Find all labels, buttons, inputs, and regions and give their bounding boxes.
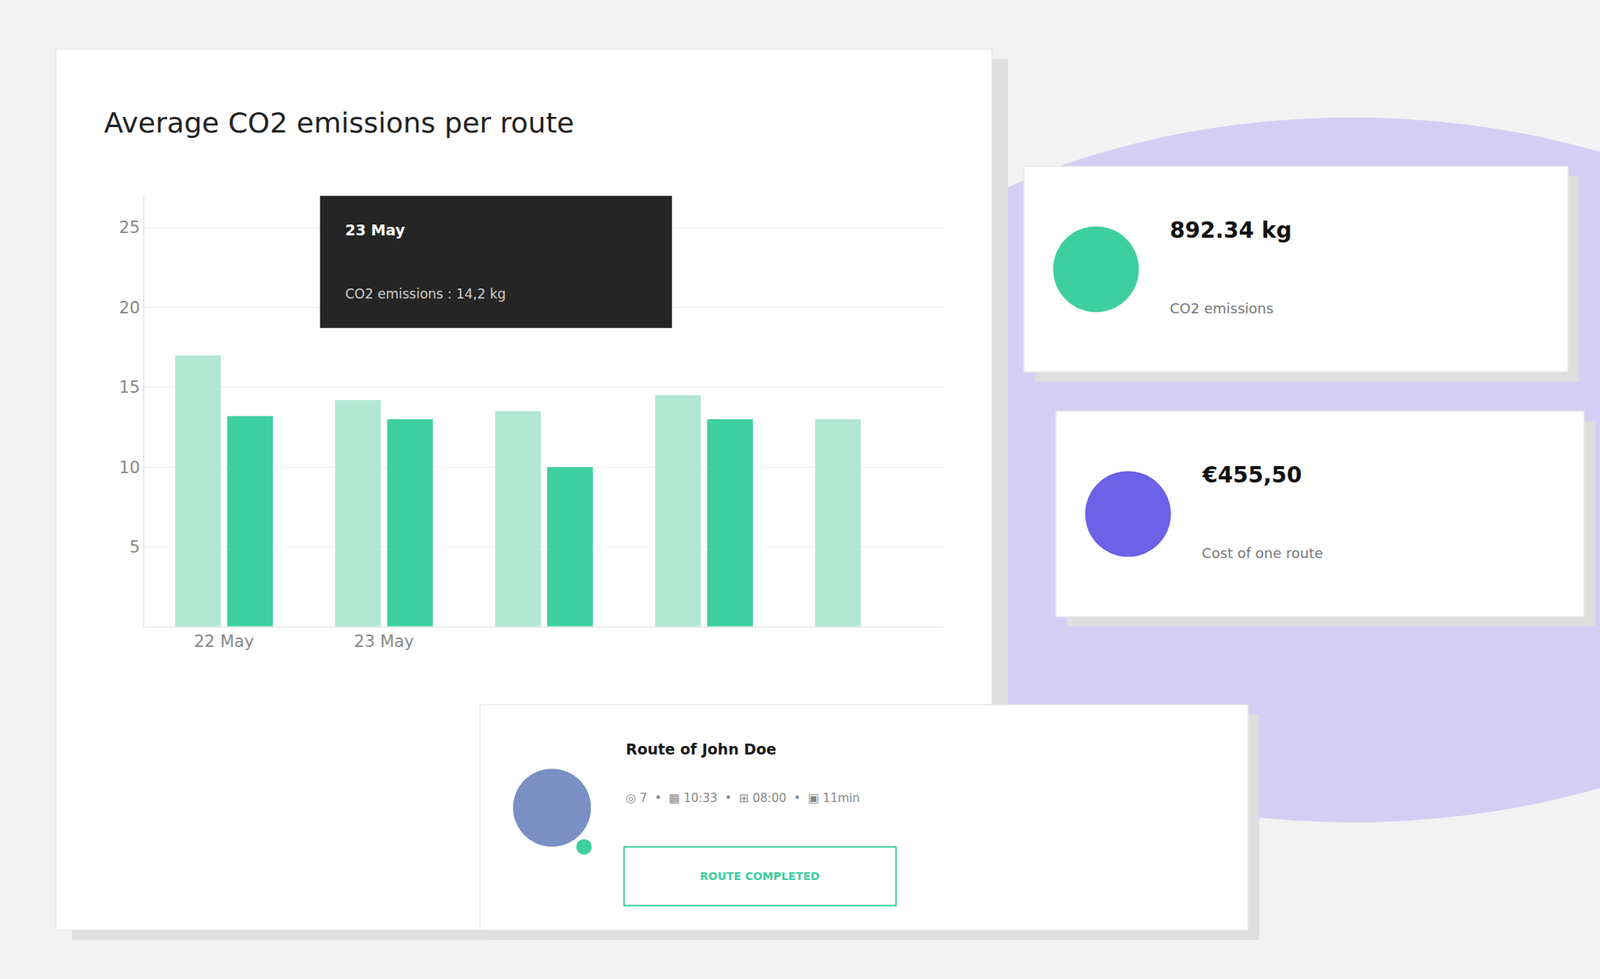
svg-text:25: 25 bbox=[119, 218, 141, 237]
svg-text:Route of John Doe: Route of John Doe bbox=[625, 740, 777, 758]
svg-text:€455,50: €455,50 bbox=[1201, 462, 1303, 488]
svg-text:Average CO2 emissions per rout: Average CO2 emissions per route bbox=[103, 106, 574, 139]
svg-text:15: 15 bbox=[119, 377, 141, 397]
svg-text:Cost of one route: Cost of one route bbox=[1201, 544, 1324, 562]
svg-text:CO2 emissions: CO2 emissions bbox=[1169, 300, 1274, 317]
svg-text:ROUTE COMPLETED: ROUTE COMPLETED bbox=[699, 869, 820, 883]
svg-text:20: 20 bbox=[119, 298, 141, 318]
svg-text:23 May: 23 May bbox=[345, 221, 406, 239]
svg-text:CO2 emissions : 14,2 kg: CO2 emissions : 14,2 kg bbox=[345, 286, 506, 302]
svg-text:10: 10 bbox=[119, 458, 141, 477]
svg-text:22 May: 22 May bbox=[194, 632, 255, 651]
svg-text:23 May: 23 May bbox=[353, 632, 414, 651]
svg-text:◎ 7 • ▦ 10:33 • ⊞ 08:00 •: ◎ 7 • ▦ 10:33 • ⊞ 08:00 • ▣ 11min bbox=[625, 791, 860, 806]
svg-text:892.34 kg: 892.34 kg bbox=[1169, 217, 1292, 244]
svg-text:5: 5 bbox=[129, 537, 140, 557]
